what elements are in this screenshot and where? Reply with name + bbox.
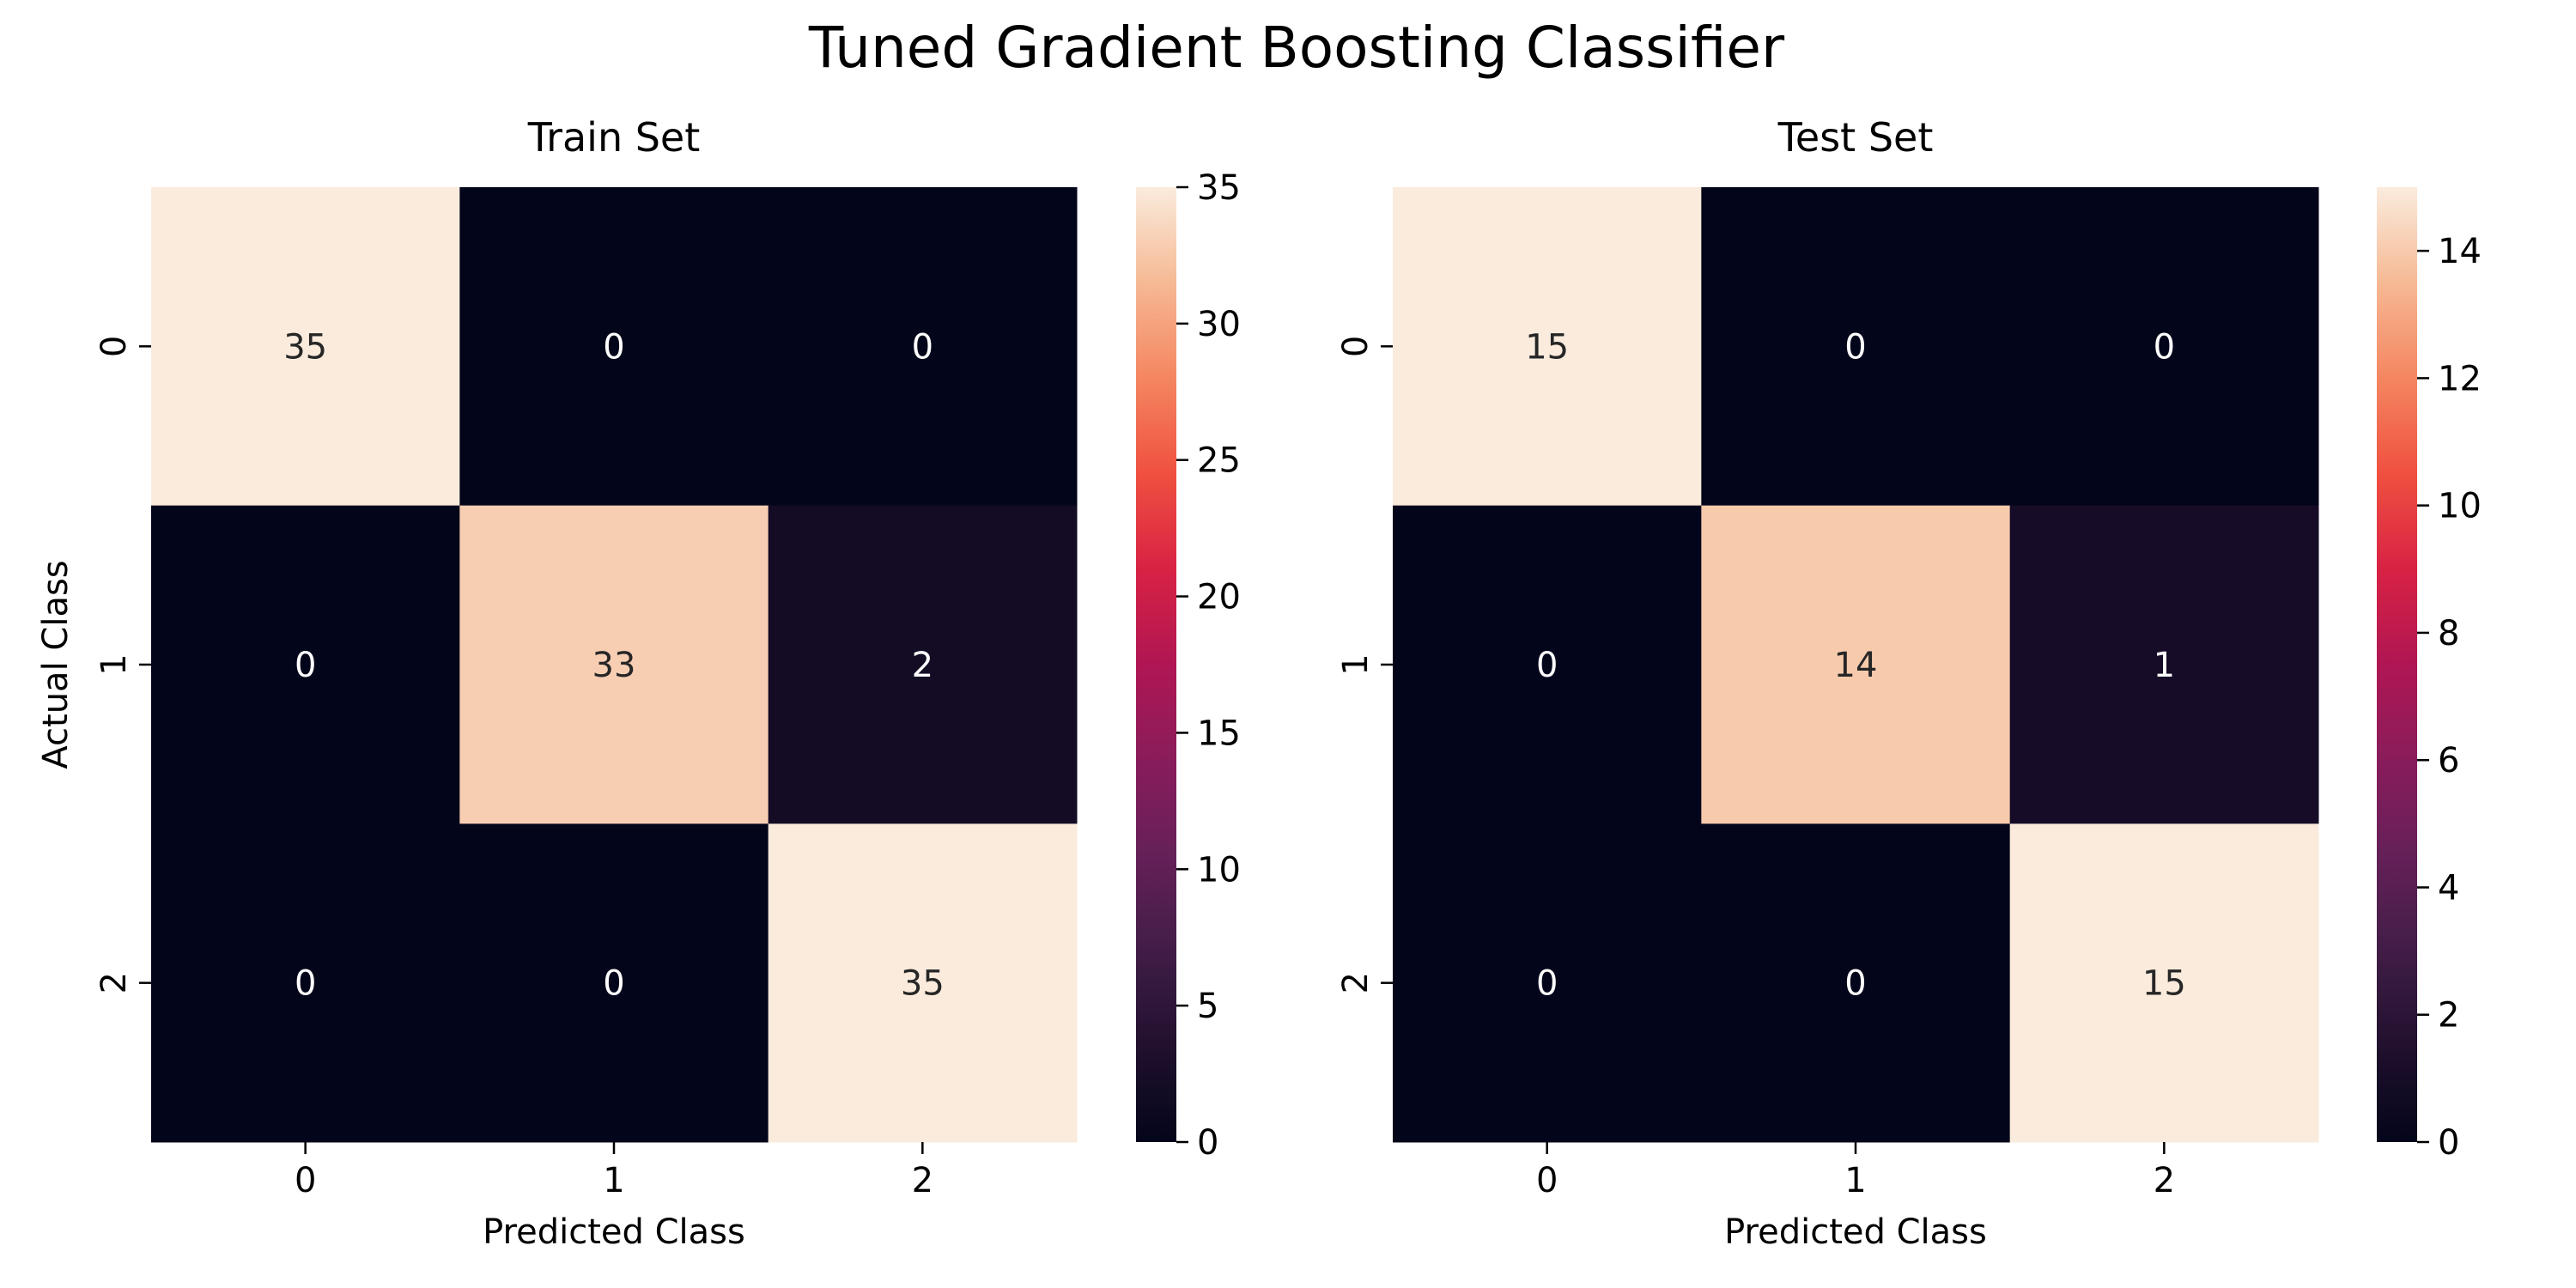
- cell-value-label: 15: [2142, 964, 2186, 1004]
- cell-value-label: 0: [1536, 646, 1558, 685]
- heatmap-cell: [1701, 823, 2011, 1143]
- x-axis-label: Predicted Class: [1724, 1212, 1987, 1252]
- cell-value-label: 0: [1844, 327, 1866, 367]
- cell-value-label: 15: [1525, 327, 1569, 367]
- panel-title: Test Set: [1777, 114, 1934, 161]
- y-tick-label: 2: [1336, 972, 1376, 993]
- colorbar-tick-label: 4: [2438, 868, 2459, 908]
- heatmap-cell: [2009, 187, 2319, 507]
- colorbar-tick-label: 30: [1197, 305, 1241, 344]
- cell-value-label: 0: [1536, 964, 1558, 1004]
- heatmap-cell: [768, 187, 1078, 507]
- cell-value-label: 0: [1844, 964, 1866, 1004]
- heatmap-cell: [459, 187, 769, 507]
- cell-value-label: 0: [912, 327, 933, 367]
- heatmap-cell: [151, 505, 460, 824]
- colorbar-tick-label: 0: [1197, 1123, 1218, 1163]
- cell-value-label: 1: [2154, 646, 2175, 685]
- heatmap-cell: [1393, 823, 1702, 1143]
- heatmap-cell: [1393, 505, 1702, 824]
- heatmap-cell: [459, 823, 769, 1143]
- colorbar: [1136, 187, 1176, 1142]
- cell-value-label: 2: [912, 646, 933, 685]
- cell-value-label: 14: [1834, 646, 1878, 685]
- heatmap-cell: [2009, 505, 2319, 824]
- heatmap-cell: [459, 505, 769, 824]
- y-tick-label: 1: [1336, 653, 1376, 675]
- y-tick-label: 0: [94, 336, 134, 357]
- heatmap-cell: [768, 505, 1078, 824]
- cell-value-label: 0: [603, 327, 624, 367]
- colorbar-tick-label: 8: [2438, 614, 2459, 653]
- colorbar-tick-label: 10: [1197, 850, 1241, 890]
- heatmap-cell: [768, 823, 1078, 1143]
- x-tick-label: 0: [1536, 1161, 1558, 1200]
- y-tick-label: 2: [94, 972, 134, 993]
- heatmap-cell: [2009, 823, 2319, 1143]
- x-tick-label: 0: [295, 1161, 316, 1200]
- cell-value-label: 35: [901, 964, 945, 1004]
- heatmap-cell: [151, 823, 460, 1143]
- colorbar-tick-label: 12: [2438, 359, 2482, 398]
- cell-value-label: 0: [2154, 327, 2175, 367]
- x-axis-label: Predicted Class: [483, 1212, 745, 1252]
- colorbar-tick-label: 25: [1197, 441, 1241, 481]
- colorbar-tick-label: 10: [2438, 487, 2482, 526]
- cell-value-label: 35: [283, 327, 327, 367]
- colorbar-tick-label: 2: [2438, 996, 2459, 1036]
- colorbar-tick-label: 20: [1197, 578, 1241, 617]
- colorbar-tick-label: 6: [2438, 741, 2459, 781]
- cell-value-label: 0: [603, 964, 624, 1004]
- x-tick-label: 2: [2154, 1161, 2175, 1200]
- heatmap-cell: [151, 187, 460, 507]
- cell-value-label: 0: [295, 646, 316, 685]
- heatmap-cell: [1701, 187, 2011, 507]
- colorbar-tick-label: 35: [1197, 168, 1241, 208]
- colorbar: [2377, 187, 2417, 1142]
- cell-value-label: 33: [592, 646, 636, 685]
- y-tick-label: 1: [94, 653, 134, 675]
- heatmap-cell: [1393, 187, 1702, 507]
- y-axis-label: Actual Class: [36, 560, 76, 769]
- figure-title: Tuned Gradient Boosting Classifier: [808, 15, 1785, 81]
- colorbar-tick-label: 14: [2438, 232, 2482, 271]
- colorbar-tick-label: 5: [1197, 987, 1218, 1026]
- y-tick-label: 0: [1336, 336, 1376, 357]
- x-tick-label: 1: [1844, 1161, 1866, 1200]
- panel-title: Train Set: [527, 114, 701, 161]
- x-tick-label: 1: [603, 1161, 624, 1200]
- heatmap-cell: [1701, 505, 2011, 824]
- x-tick-label: 2: [912, 1161, 933, 1200]
- cell-value-label: 0: [295, 964, 316, 1004]
- colorbar-tick-label: 0: [2438, 1123, 2459, 1163]
- colorbar-tick-label: 15: [1197, 714, 1241, 753]
